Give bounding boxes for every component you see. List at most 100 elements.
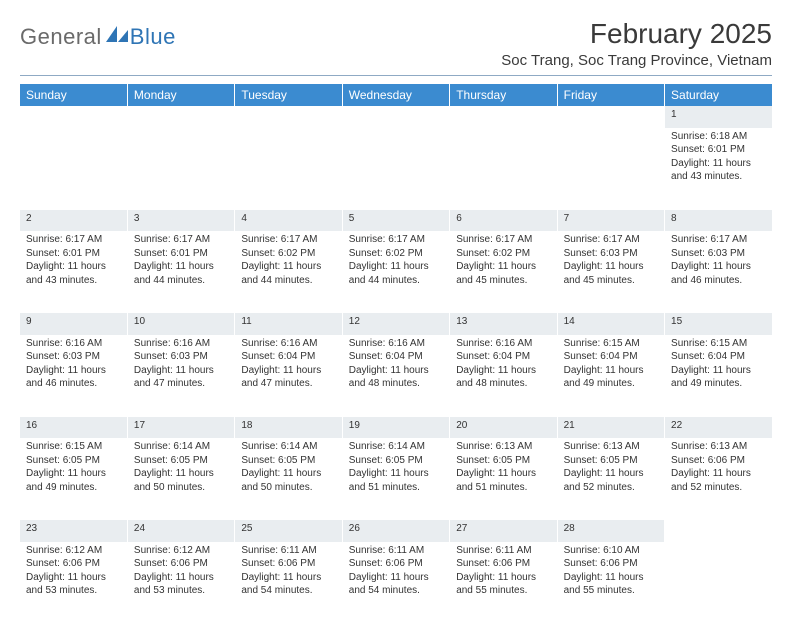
daylight-text: Daylight: 11 hours and 49 minutes. [671, 364, 766, 391]
day-number-cell: 12 [342, 313, 449, 335]
day-header: Friday [557, 84, 664, 106]
sunrise-text: Sunrise: 6:16 AM [456, 337, 550, 351]
daylight-text: Daylight: 11 hours and 54 minutes. [349, 571, 443, 598]
sunset-text: Sunset: 6:04 PM [349, 350, 443, 364]
day-number-cell: 27 [450, 520, 557, 542]
day-detail-cell: Sunrise: 6:15 AMSunset: 6:04 PMDaylight:… [665, 335, 772, 417]
logo: General Blue [20, 24, 176, 50]
day-number-cell: 10 [127, 313, 234, 335]
daylight-text: Daylight: 11 hours and 52 minutes. [671, 467, 766, 494]
day-detail-cell: Sunrise: 6:16 AMSunset: 6:03 PMDaylight:… [127, 335, 234, 417]
sunset-text: Sunset: 6:04 PM [241, 350, 335, 364]
sunrise-text: Sunrise: 6:16 AM [241, 337, 335, 351]
sunrise-text: Sunrise: 6:16 AM [349, 337, 443, 351]
sunrise-text: Sunrise: 6:12 AM [134, 544, 228, 558]
sunset-text: Sunset: 6:06 PM [134, 557, 228, 571]
day-number-cell: 26 [342, 520, 449, 542]
day-detail-cell: Sunrise: 6:16 AMSunset: 6:04 PMDaylight:… [342, 335, 449, 417]
sunset-text: Sunset: 6:03 PM [134, 350, 228, 364]
day-header: Monday [127, 84, 234, 106]
sunrise-text: Sunrise: 6:17 AM [456, 233, 550, 247]
day-number-cell [557, 106, 664, 128]
daylight-text: Daylight: 11 hours and 54 minutes. [241, 571, 335, 598]
sunset-text: Sunset: 6:04 PM [671, 350, 766, 364]
sunrise-text: Sunrise: 6:16 AM [26, 337, 121, 351]
day-number-cell: 23 [20, 520, 127, 542]
daylight-text: Daylight: 11 hours and 44 minutes. [241, 260, 335, 287]
day-detail-cell: Sunrise: 6:16 AMSunset: 6:03 PMDaylight:… [20, 335, 127, 417]
daylight-text: Daylight: 11 hours and 43 minutes. [26, 260, 121, 287]
sunset-text: Sunset: 6:05 PM [241, 454, 335, 468]
sunrise-text: Sunrise: 6:15 AM [26, 440, 121, 454]
sunset-text: Sunset: 6:01 PM [134, 247, 228, 261]
day-detail-cell [557, 128, 664, 210]
day-detail-cell: Sunrise: 6:13 AMSunset: 6:05 PMDaylight:… [450, 438, 557, 520]
calendar-page: General Blue February 2025 Soc Trang, So… [0, 0, 792, 634]
day-detail-cell: Sunrise: 6:11 AMSunset: 6:06 PMDaylight:… [235, 542, 342, 624]
daylight-text: Daylight: 11 hours and 47 minutes. [134, 364, 228, 391]
day-number-cell: 21 [557, 417, 664, 439]
location: Soc Trang, Soc Trang Province, Vietnam [501, 52, 772, 69]
sunrise-text: Sunrise: 6:17 AM [671, 233, 766, 247]
day-detail-row: Sunrise: 6:18 AMSunset: 6:01 PMDaylight:… [20, 128, 772, 210]
day-header: Saturday [665, 84, 772, 106]
day-number-cell: 16 [20, 417, 127, 439]
sunset-text: Sunset: 6:02 PM [349, 247, 443, 261]
sunset-text: Sunset: 6:03 PM [564, 247, 658, 261]
sunset-text: Sunset: 6:02 PM [456, 247, 550, 261]
day-detail-cell: Sunrise: 6:17 AMSunset: 6:03 PMDaylight:… [665, 231, 772, 313]
day-number-cell: 25 [235, 520, 342, 542]
day-detail-cell [127, 128, 234, 210]
sunrise-text: Sunrise: 6:11 AM [349, 544, 443, 558]
sunrise-text: Sunrise: 6:18 AM [671, 130, 766, 144]
sunrise-text: Sunrise: 6:17 AM [349, 233, 443, 247]
day-detail-row: Sunrise: 6:12 AMSunset: 6:06 PMDaylight:… [20, 542, 772, 624]
day-detail-cell: Sunrise: 6:14 AMSunset: 6:05 PMDaylight:… [127, 438, 234, 520]
sunrise-text: Sunrise: 6:12 AM [26, 544, 121, 558]
sunrise-text: Sunrise: 6:13 AM [456, 440, 550, 454]
logo-text-general: General [20, 24, 102, 50]
day-detail-cell: Sunrise: 6:17 AMSunset: 6:02 PMDaylight:… [342, 231, 449, 313]
sunrise-text: Sunrise: 6:15 AM [564, 337, 658, 351]
sunrise-text: Sunrise: 6:13 AM [564, 440, 658, 454]
day-number-cell: 3 [127, 210, 234, 232]
calendar-body: 1Sunrise: 6:18 AMSunset: 6:01 PMDaylight… [20, 106, 772, 624]
day-detail-cell: Sunrise: 6:12 AMSunset: 6:06 PMDaylight:… [127, 542, 234, 624]
day-number-cell: 9 [20, 313, 127, 335]
day-detail-cell [342, 128, 449, 210]
logo-sail-icon [106, 26, 128, 42]
daylight-text: Daylight: 11 hours and 51 minutes. [456, 467, 550, 494]
day-number-row: 16171819202122 [20, 417, 772, 439]
header: General Blue February 2025 Soc Trang, So… [20, 18, 772, 69]
day-number-cell: 6 [450, 210, 557, 232]
daylight-text: Daylight: 11 hours and 51 minutes. [349, 467, 443, 494]
daylight-text: Daylight: 11 hours and 52 minutes. [564, 467, 658, 494]
day-number-cell: 13 [450, 313, 557, 335]
daylight-text: Daylight: 11 hours and 50 minutes. [134, 467, 228, 494]
sunrise-text: Sunrise: 6:10 AM [564, 544, 658, 558]
daylight-text: Daylight: 11 hours and 53 minutes. [134, 571, 228, 598]
day-number-cell [235, 106, 342, 128]
day-number-cell: 22 [665, 417, 772, 439]
day-number-cell [127, 106, 234, 128]
day-number-cell [342, 106, 449, 128]
daylight-text: Daylight: 11 hours and 53 minutes. [26, 571, 121, 598]
day-detail-cell [665, 542, 772, 624]
sunset-text: Sunset: 6:05 PM [26, 454, 121, 468]
day-number-cell: 4 [235, 210, 342, 232]
day-header-row: Sunday Monday Tuesday Wednesday Thursday… [20, 84, 772, 106]
sunset-text: Sunset: 6:05 PM [349, 454, 443, 468]
sunset-text: Sunset: 6:01 PM [671, 143, 766, 157]
day-number-cell: 1 [665, 106, 772, 128]
sunset-text: Sunset: 6:06 PM [671, 454, 766, 468]
sunrise-text: Sunrise: 6:11 AM [456, 544, 550, 558]
day-detail-cell: Sunrise: 6:12 AMSunset: 6:06 PMDaylight:… [20, 542, 127, 624]
sunset-text: Sunset: 6:01 PM [26, 247, 121, 261]
sunset-text: Sunset: 6:04 PM [564, 350, 658, 364]
daylight-text: Daylight: 11 hours and 47 minutes. [241, 364, 335, 391]
daylight-text: Daylight: 11 hours and 48 minutes. [349, 364, 443, 391]
sunrise-text: Sunrise: 6:14 AM [349, 440, 443, 454]
calendar-table: Sunday Monday Tuesday Wednesday Thursday… [20, 84, 772, 624]
day-header: Sunday [20, 84, 127, 106]
sunrise-text: Sunrise: 6:17 AM [134, 233, 228, 247]
